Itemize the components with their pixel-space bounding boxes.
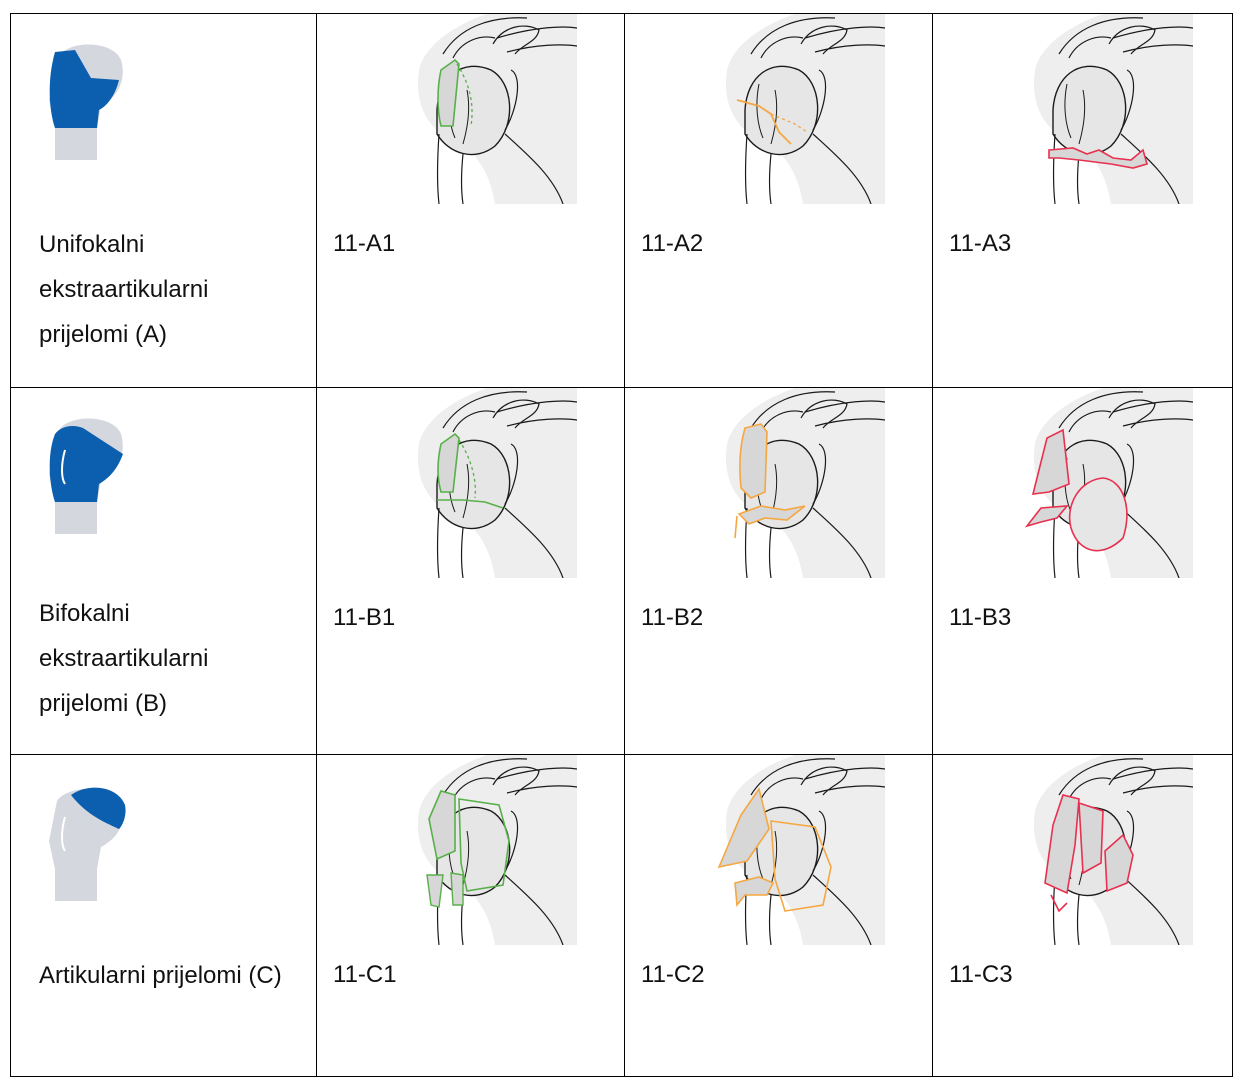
table-row: Unifokalni ekstraartikularni prijelomi (… (10, 13, 1233, 388)
fracture-cell: 11-C1 (316, 754, 625, 1077)
fracture-code: 11-A3 (949, 230, 1012, 257)
row-label: Bifokalni ekstraartikularni prijelomi (B… (39, 600, 209, 717)
fracture-code: 11-C1 (333, 961, 397, 988)
fracture-cell: 11-A2 (624, 13, 933, 388)
fracture-illustration (367, 14, 577, 204)
fracture-cell: 11-A1 (316, 13, 625, 388)
fracture-illustration (983, 388, 1193, 578)
fracture-cell: 11-C2 (624, 754, 933, 1077)
row-header-cell: Artikularni prijelomi (C) (10, 754, 317, 1077)
row-label: Artikularni prijelomi (C) (39, 962, 282, 989)
fracture-code: 11-B3 (949, 604, 1012, 631)
fracture-code: 11-C3 (949, 961, 1013, 988)
fracture-illustration (983, 14, 1193, 204)
fracture-cell: 11-B3 (932, 387, 1233, 755)
fracture-code: 11-B2 (641, 604, 704, 631)
fracture-illustration (367, 755, 577, 945)
humerus-segment-c-icon (48, 786, 127, 901)
fracture-cell: 11-B2 (624, 387, 933, 755)
fracture-illustration (675, 755, 885, 945)
row-header-cell: Bifokalni ekstraartikularni prijelomi (B… (10, 387, 317, 755)
fracture-cell: 11-B1 (316, 387, 625, 755)
fracture-illustration (983, 755, 1193, 945)
fracture-cell: 11-A3 (932, 13, 1233, 388)
table-row: Bifokalni ekstraartikularni prijelomi (B… (10, 387, 1233, 755)
fracture-cell: 11-C3 (932, 754, 1233, 1077)
row-label: Unifokalni ekstraartikularni prijelomi (… (39, 231, 209, 348)
fracture-illustration (367, 388, 577, 578)
fracture-code: 11-A2 (641, 230, 704, 257)
classification-table: Unifokalni ekstraartikularni prijelomi (… (10, 13, 1233, 1077)
fracture-code: 11-A1 (333, 230, 396, 257)
row-header-cell: Unifokalni ekstraartikularni prijelomi (… (10, 13, 317, 388)
humerus-segment-b-icon (48, 417, 124, 534)
humerus-segment-a-icon (49, 44, 123, 160)
fracture-illustration (675, 388, 885, 578)
fracture-code: 11-B1 (333, 604, 396, 631)
table-row: Artikularni prijelomi (C) 11-C1 11-C2 (10, 754, 1233, 1077)
fracture-illustration (675, 14, 885, 204)
fracture-code: 11-C2 (641, 961, 705, 988)
